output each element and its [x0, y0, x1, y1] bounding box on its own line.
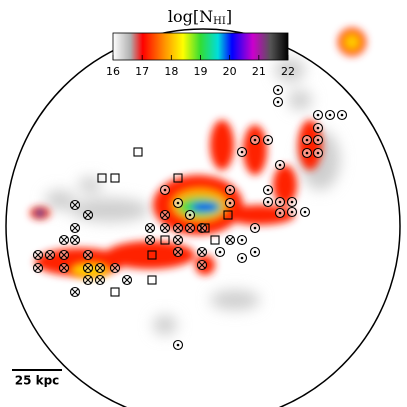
- tick-label: 16: [106, 65, 120, 78]
- otimes-cross: [34, 264, 42, 272]
- square-marker: [210, 235, 220, 245]
- otimes-cross: [174, 248, 182, 256]
- otimes-cross: [71, 224, 79, 232]
- markers: [32, 84, 348, 351]
- tick-label: 22: [281, 65, 295, 78]
- odot-center: [266, 200, 270, 204]
- otimes-cross: [198, 261, 206, 269]
- square-marker: [223, 210, 233, 220]
- odot-center: [240, 256, 244, 260]
- otimes-cross: [84, 276, 92, 284]
- square-marker: [200, 223, 210, 233]
- odot-center: [188, 213, 192, 217]
- odot-center: [305, 151, 309, 155]
- colorbar-ticks: 16 17 18 19 20 21 22: [106, 55, 295, 78]
- tick-label: 21: [252, 65, 266, 78]
- label-subscript: HI: [213, 16, 226, 27]
- otimes-cross: [198, 248, 206, 256]
- square-marker: [133, 147, 143, 157]
- odot-center: [253, 138, 257, 142]
- otimes-cross: [71, 201, 79, 209]
- otimes-cross: [96, 276, 104, 284]
- otimes-cross: [146, 224, 154, 232]
- odot-center: [253, 250, 257, 254]
- otimes-cross: [161, 211, 169, 219]
- odot-center: [316, 151, 320, 155]
- otimes-cross: [174, 224, 182, 232]
- hi-map: [30, 58, 340, 335]
- odot-center: [176, 201, 180, 205]
- odot-center: [218, 250, 222, 254]
- otimes-cross: [60, 251, 68, 259]
- colorbar-label: log[NHI]: [168, 7, 232, 27]
- square-marker: [110, 173, 120, 183]
- label-text: log[N: [168, 7, 213, 26]
- odot-center: [276, 100, 280, 104]
- odot-center: [340, 113, 344, 117]
- odot-center: [316, 126, 320, 130]
- tick-label: 17: [135, 65, 149, 78]
- odot-center: [228, 201, 232, 205]
- odot-center: [290, 210, 294, 214]
- odot-center: [278, 211, 282, 215]
- otimes-cross: [226, 236, 234, 244]
- otimes-cross: [46, 251, 54, 259]
- otimes-cross: [146, 236, 154, 244]
- otimes-cross: [60, 264, 68, 272]
- odot-center: [163, 188, 167, 192]
- odot-center: [176, 343, 180, 347]
- otimes-cross: [71, 236, 79, 244]
- odot-center: [303, 210, 307, 214]
- tick-label: 18: [164, 65, 178, 78]
- otimes-cross: [96, 264, 104, 272]
- otimes-cross: [84, 251, 92, 259]
- odot-center: [278, 163, 282, 167]
- scale-label: 25 kpc: [15, 374, 60, 388]
- odot-center: [316, 113, 320, 117]
- odot-center: [316, 138, 320, 142]
- odot-center: [290, 200, 294, 204]
- odot-center: [253, 226, 257, 230]
- otimes-cross: [174, 236, 182, 244]
- label-text: ]: [226, 7, 232, 26]
- otimes-cross: [34, 251, 42, 259]
- aperture: [5, 28, 401, 407]
- odot-center: [240, 238, 244, 242]
- otimes-cross: [111, 264, 119, 272]
- square-marker: [147, 250, 157, 260]
- odot-center: [328, 113, 332, 117]
- otimes-cross: [186, 224, 194, 232]
- odot-center: [266, 138, 270, 142]
- odot-center: [228, 188, 232, 192]
- square-marker: [173, 173, 183, 183]
- otimes-cross: [84, 211, 92, 219]
- otimes-cross: [123, 276, 131, 284]
- odot-center: [240, 150, 244, 154]
- tick-label: 20: [223, 65, 237, 78]
- square-marker: [110, 287, 120, 297]
- otimes-cross: [60, 236, 68, 244]
- odot-center: [276, 88, 280, 92]
- otimes-cross: [161, 224, 169, 232]
- tick-label: 19: [194, 65, 208, 78]
- satellite: [338, 28, 366, 56]
- odot-center: [266, 188, 270, 192]
- square-marker: [147, 275, 157, 285]
- odot-center: [305, 138, 309, 142]
- otimes-cross: [71, 288, 79, 296]
- otimes-cross: [198, 224, 206, 232]
- odot-center: [278, 200, 282, 204]
- square-marker: [160, 235, 170, 245]
- square-marker: [97, 173, 107, 183]
- otimes-cross: [84, 264, 92, 272]
